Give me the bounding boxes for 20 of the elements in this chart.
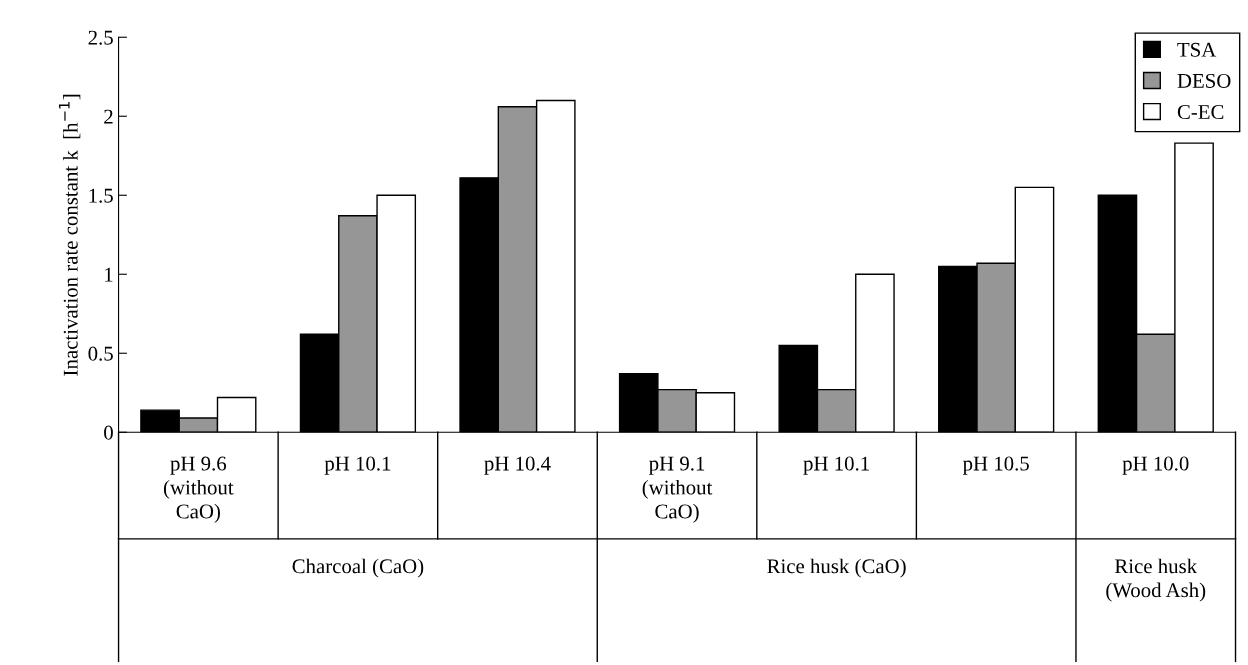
- text: Charcoal (CaO): [292, 558, 424, 578]
- text: Rice husk (CaO): [767, 558, 906, 578]
- x-tick-label: pH 10.1: [803, 456, 869, 475]
- y-tick-label: 2: [104, 109, 113, 124]
- text: Rice husk (Wood Ash): [1106, 558, 1206, 602]
- x-tick-label: pH 10.4: [484, 456, 551, 475]
- x-tick-label: pH 10.5: [962, 456, 1029, 475]
- x-tick-label: pH 10.0: [1122, 456, 1189, 475]
- legend-label: C-EC: [1177, 105, 1224, 120]
- legend-label: DESO: [1177, 73, 1231, 88]
- y-tick-label: 0.5: [88, 346, 113, 361]
- y-tick-label: 1.5: [89, 188, 113, 203]
- legend-label: TSA: [1177, 42, 1217, 57]
- y-axis-title: Inactivation rate constant k [h$^{−1}$]: [58, 94, 81, 376]
- x-tick-label: pH 9.1 (without CaO): [642, 456, 713, 523]
- x-tick-label: pH 9.6 (without CaO): [163, 456, 234, 523]
- y-tick-label: 2.5: [88, 30, 113, 45]
- x-tick-label: pH 10.1: [324, 456, 391, 475]
- y-tick-label: 0: [104, 425, 113, 440]
- y-tick-label: 1: [105, 267, 113, 282]
